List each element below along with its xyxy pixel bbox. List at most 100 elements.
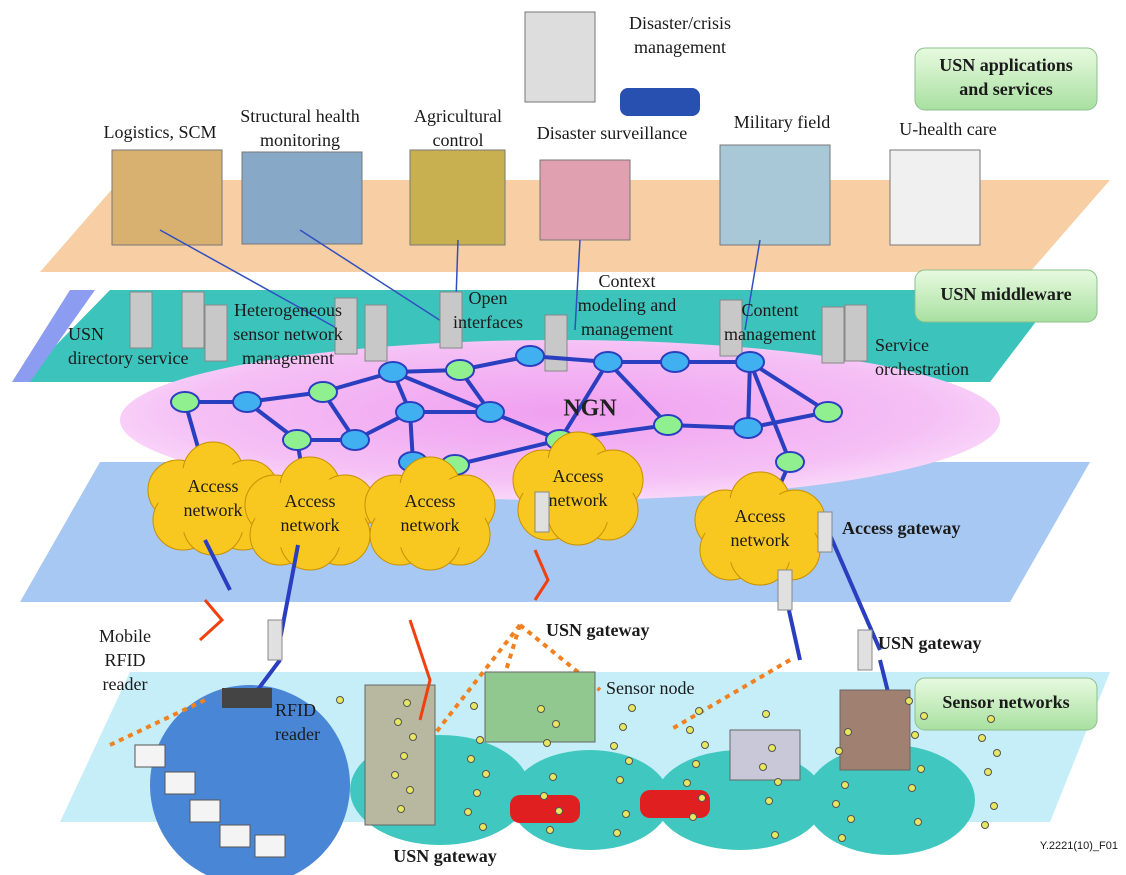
ngn-link <box>746 361 752 429</box>
layer-label: and services <box>959 79 1053 99</box>
sensor-dot <box>774 778 782 786</box>
server <box>821 306 845 364</box>
sensor-dot <box>978 734 986 742</box>
rfid-reader-label: reader <box>275 724 320 744</box>
access-link <box>203 539 232 591</box>
access-network-label: network <box>549 490 608 510</box>
illustration <box>524 11 596 103</box>
access-network-label: network <box>401 515 460 535</box>
server <box>334 297 358 355</box>
access-network-label: network <box>184 500 243 520</box>
server <box>364 304 388 362</box>
middleware-label: management <box>581 319 673 339</box>
application-label: Agricultural <box>414 106 502 126</box>
ngn-node <box>735 351 765 373</box>
sensor-dot <box>400 752 408 760</box>
ngn-link <box>748 361 792 463</box>
middleware-label: interfaces <box>453 312 523 332</box>
sensor-link <box>428 623 522 742</box>
server <box>204 304 228 362</box>
layer-label: USN middleware <box>940 284 1071 304</box>
mobile-rfid-label: reader <box>103 674 148 694</box>
rfid-tag <box>164 771 196 795</box>
middleware-label: management <box>242 348 334 368</box>
server <box>844 304 868 362</box>
application-label: monitoring <box>260 130 340 150</box>
sensor-link <box>109 698 206 747</box>
ngn-link <box>558 360 610 442</box>
middleware-label: orchestration <box>875 359 969 379</box>
sensor-dot <box>622 810 630 818</box>
sensor-dot <box>771 831 779 839</box>
access-network-label: Access <box>735 506 786 526</box>
sensor-dot <box>689 813 697 821</box>
rfid-reader-label: RFID <box>275 700 316 720</box>
sensor-area <box>805 745 975 855</box>
rfid-tag <box>189 799 221 823</box>
sensor-dot <box>917 765 925 773</box>
mobile-rfid-label: Mobile <box>99 626 151 646</box>
rfid-tag <box>219 824 251 848</box>
link <box>299 229 456 331</box>
sensor-dot <box>683 779 691 787</box>
sensor-link <box>668 658 792 732</box>
sensor-dot <box>762 710 770 718</box>
wireless <box>533 549 550 601</box>
cloud <box>375 477 485 553</box>
gateway-device <box>777 569 793 611</box>
sensor-dot <box>543 739 551 747</box>
sensor-dot <box>467 755 475 763</box>
illustration <box>409 149 506 246</box>
illustration <box>620 88 700 116</box>
sensor-dot <box>759 763 767 771</box>
illustration <box>111 149 223 246</box>
link <box>574 239 581 331</box>
middleware-label: modeling and <box>578 295 676 315</box>
application-label: management <box>634 37 726 57</box>
wireless <box>408 619 432 721</box>
sensor-dot <box>984 768 992 776</box>
ngn-node <box>515 345 545 367</box>
sensor-dot <box>406 786 414 794</box>
access-network-label: Access <box>553 466 604 486</box>
access-link <box>278 544 300 641</box>
usn-gateway-label: USN gateway <box>546 620 650 640</box>
server <box>181 291 205 349</box>
application-label: Logistics, SCM <box>103 122 216 142</box>
sensor-dot <box>537 705 545 713</box>
access-network-label: network <box>731 530 790 550</box>
middleware-label: management <box>724 324 816 344</box>
sensor-dot <box>905 697 913 705</box>
link <box>744 239 761 331</box>
server <box>439 291 463 349</box>
cloud <box>705 492 815 568</box>
sensor-dot <box>832 800 840 808</box>
sensor-dot <box>835 747 843 755</box>
server <box>129 291 153 349</box>
ngn-node <box>232 391 262 413</box>
ngn-link <box>606 360 670 427</box>
sensor-dot <box>409 733 417 741</box>
sensor-link <box>498 624 522 691</box>
sensor-dot <box>920 712 928 720</box>
middleware-label: Content <box>742 300 799 320</box>
sensor-dot <box>403 699 411 707</box>
sensor-dot <box>841 781 849 789</box>
illustration <box>839 689 911 771</box>
sensor-dot <box>838 834 846 842</box>
sensor-dot <box>628 704 636 712</box>
server <box>544 314 568 372</box>
sensor-dot <box>397 805 405 813</box>
access-network-label: Access <box>188 476 239 496</box>
wireless <box>198 599 225 642</box>
ngn-node <box>475 401 505 423</box>
server <box>719 299 743 357</box>
sensor-dot <box>698 794 706 802</box>
application-label: Disaster/crisis <box>629 13 731 33</box>
ngn-node <box>445 359 475 381</box>
car <box>510 795 580 823</box>
application-label: Disaster surveillance <box>537 123 687 143</box>
car <box>640 790 710 818</box>
sensor-dot <box>625 757 633 765</box>
rfid-area <box>150 685 350 875</box>
